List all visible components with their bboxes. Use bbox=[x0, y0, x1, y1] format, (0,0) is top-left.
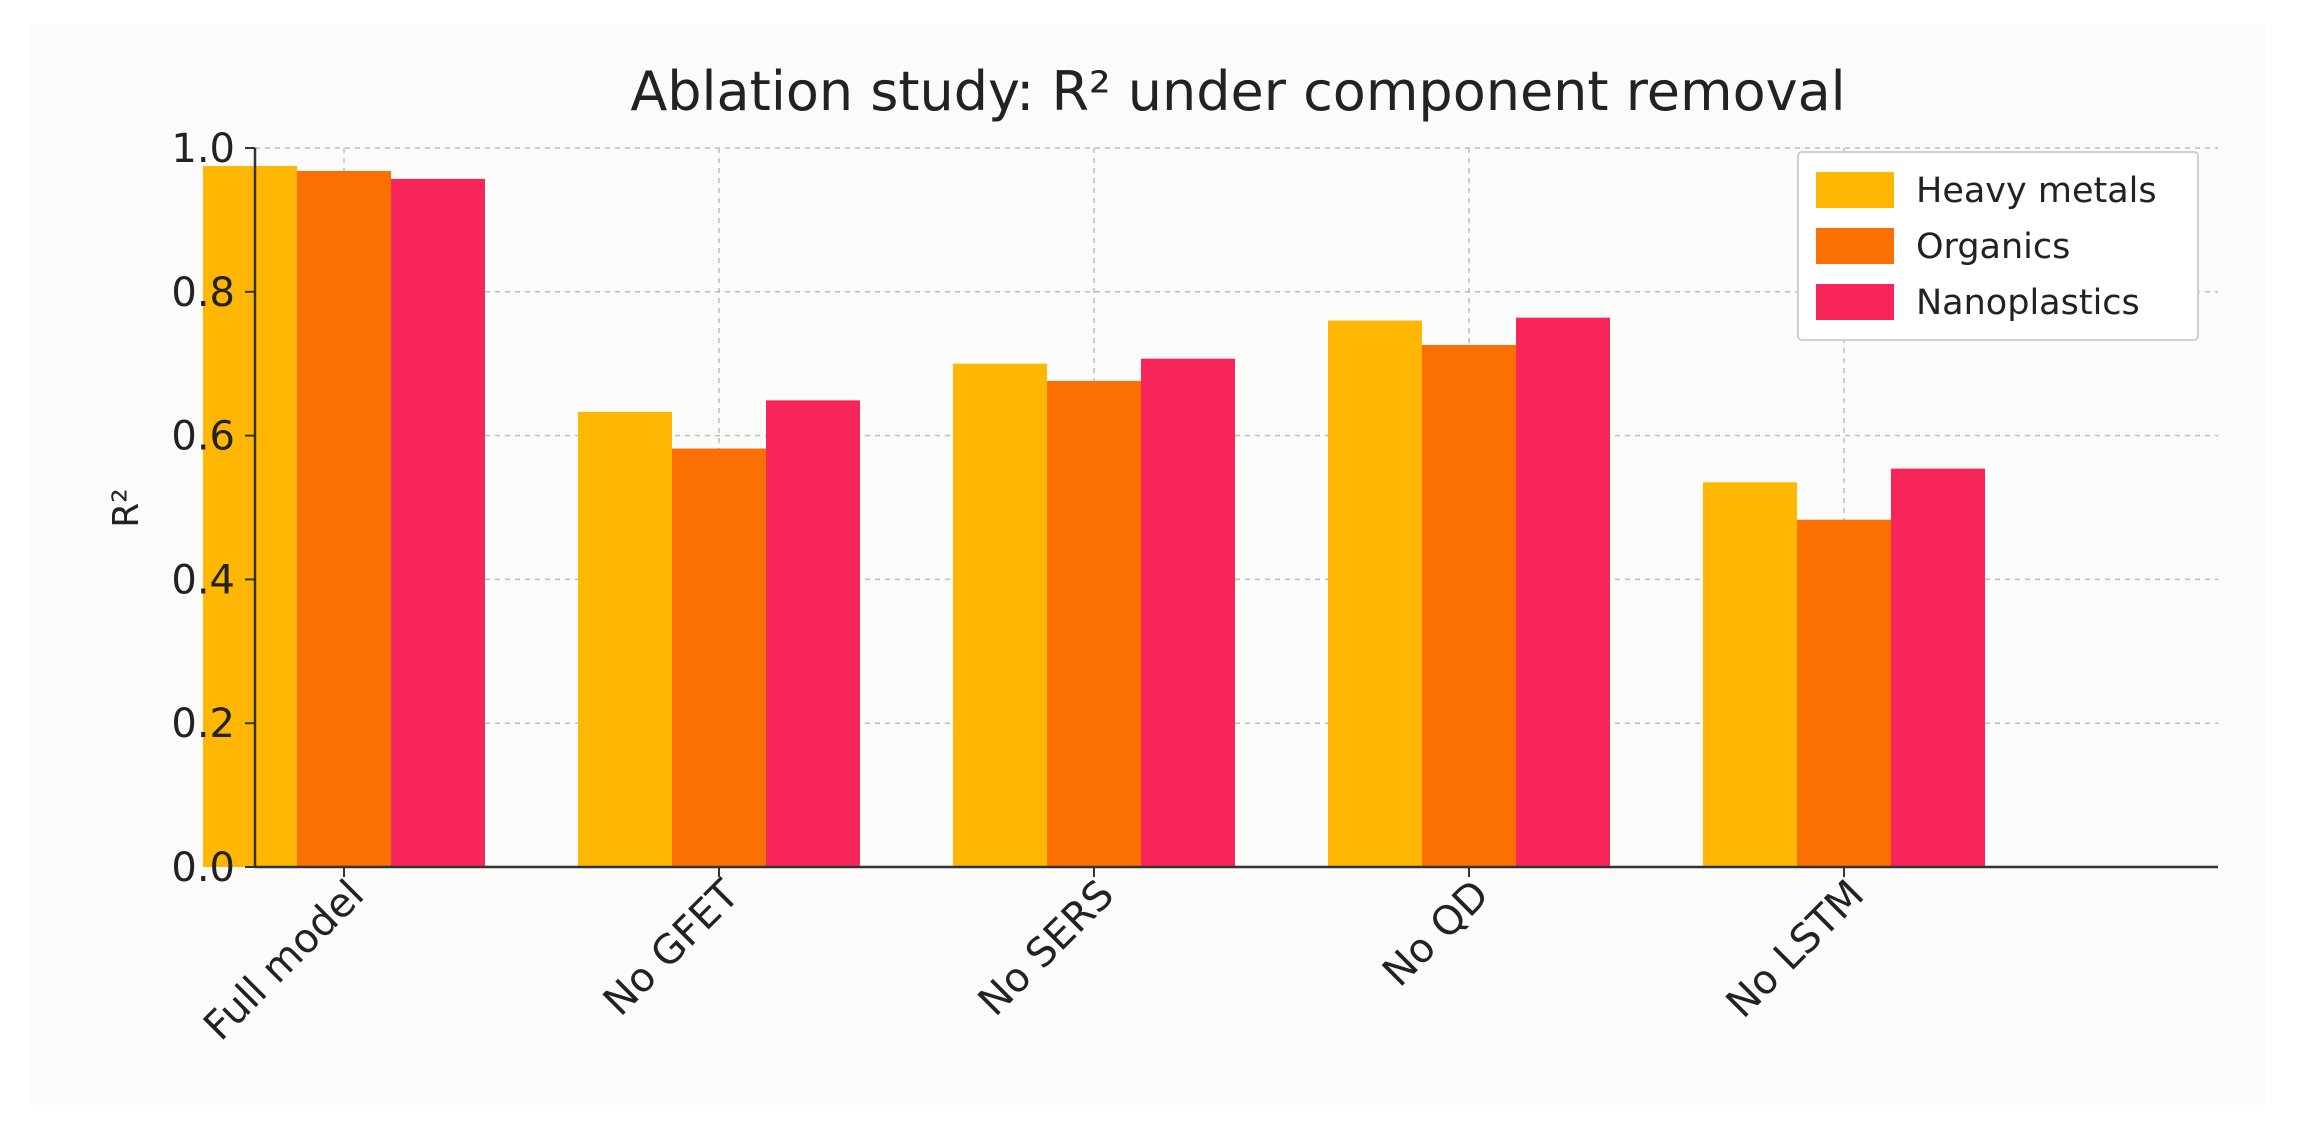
bar-heavy-metals bbox=[578, 411, 672, 867]
legend-label: Heavy metals bbox=[1916, 171, 2157, 211]
legend-swatch bbox=[1816, 172, 1894, 208]
bar-heavy-metals bbox=[1328, 320, 1422, 867]
x-tick-label: No SERS bbox=[970, 872, 1123, 1025]
bar-heavy-metals bbox=[203, 165, 297, 868]
bar-nanoplastics bbox=[1516, 317, 1610, 868]
legend-label: Nanoplastics bbox=[1916, 283, 2140, 323]
bar-organics bbox=[1422, 345, 1516, 868]
x-tick-label: No GFET bbox=[595, 871, 749, 1025]
x-tick-label: Full model bbox=[195, 872, 373, 1050]
chart-title: Ablation study: R² under component remov… bbox=[630, 60, 1845, 123]
bar-organics bbox=[1047, 380, 1141, 867]
legend-swatch bbox=[1816, 228, 1894, 264]
bar-nanoplastics bbox=[766, 400, 860, 867]
y-tick-label: 1.0 bbox=[171, 126, 235, 172]
bar-heavy-metals bbox=[1703, 482, 1797, 867]
legend-swatch bbox=[1816, 284, 1894, 320]
y-tick-label: 0.2 bbox=[171, 701, 235, 747]
bar-heavy-metals bbox=[953, 363, 1047, 867]
legend-label: Organics bbox=[1916, 227, 2070, 267]
y-tick-label: 0.4 bbox=[171, 557, 235, 603]
bar-nanoplastics bbox=[1141, 358, 1235, 867]
y-tick-label: 0.8 bbox=[171, 270, 235, 316]
legend-box bbox=[1797, 151, 2199, 341]
bar-organics bbox=[297, 171, 391, 867]
bar-organics bbox=[672, 448, 766, 867]
bar-organics bbox=[1797, 519, 1891, 867]
x-tick-label: No LSTM bbox=[1718, 872, 1873, 1027]
x-tick-label: No QD bbox=[1374, 872, 1498, 996]
bar-nanoplastics bbox=[391, 178, 485, 868]
bar-nanoplastics bbox=[1891, 468, 1985, 867]
y-tick-label: 0.6 bbox=[171, 414, 235, 460]
legend: Heavy metals Organics Nanoplastics bbox=[1797, 151, 2199, 341]
y-tick-label: 0.0 bbox=[171, 845, 235, 891]
y-axis-label: R² bbox=[106, 488, 147, 527]
